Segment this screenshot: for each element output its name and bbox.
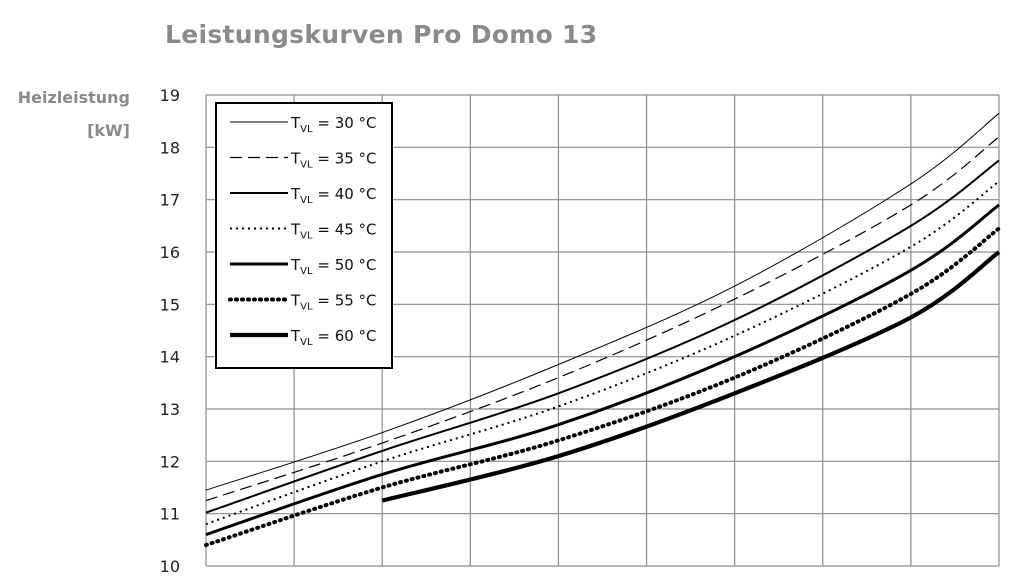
legend-label: TVL = 40 °C [290, 185, 377, 206]
legend-label: TVL = 55 °C [290, 292, 377, 313]
y-tick-label: 17 [160, 191, 180, 210]
y-tick-label: 12 [160, 452, 180, 471]
y-tick-label: 18 [160, 138, 180, 157]
series-line [205, 159, 1000, 514]
series-line [381, 250, 1001, 503]
series-line [205, 112, 1000, 491]
series-line [205, 136, 1000, 502]
legend-label: TVL = 45 °C [290, 221, 377, 242]
y-axis-label: Heizleistung [17, 88, 130, 107]
chart-title: Leistungskurven Pro Domo 13 [165, 20, 598, 49]
y-axis-unit: [kW] [87, 121, 130, 140]
y-tick-label: 11 [160, 505, 180, 524]
series-line [204, 226, 1001, 548]
y-tick-label: 19 [160, 86, 180, 105]
y-tick-label: 10 [160, 557, 180, 576]
legend-label: TVL = 50 °C [290, 256, 377, 277]
y-tick-label: 16 [160, 243, 180, 262]
legend-label: TVL = 30 °C [290, 114, 377, 135]
y-tick-label: 15 [160, 295, 180, 314]
legend-label: TVL = 60 °C [290, 327, 377, 348]
legend-box [215, 102, 393, 369]
y-tick-label: 13 [160, 400, 180, 419]
series-line [205, 203, 1000, 537]
legend-label: TVL = 35 °C [290, 150, 377, 171]
y-tick-label: 14 [160, 348, 180, 367]
